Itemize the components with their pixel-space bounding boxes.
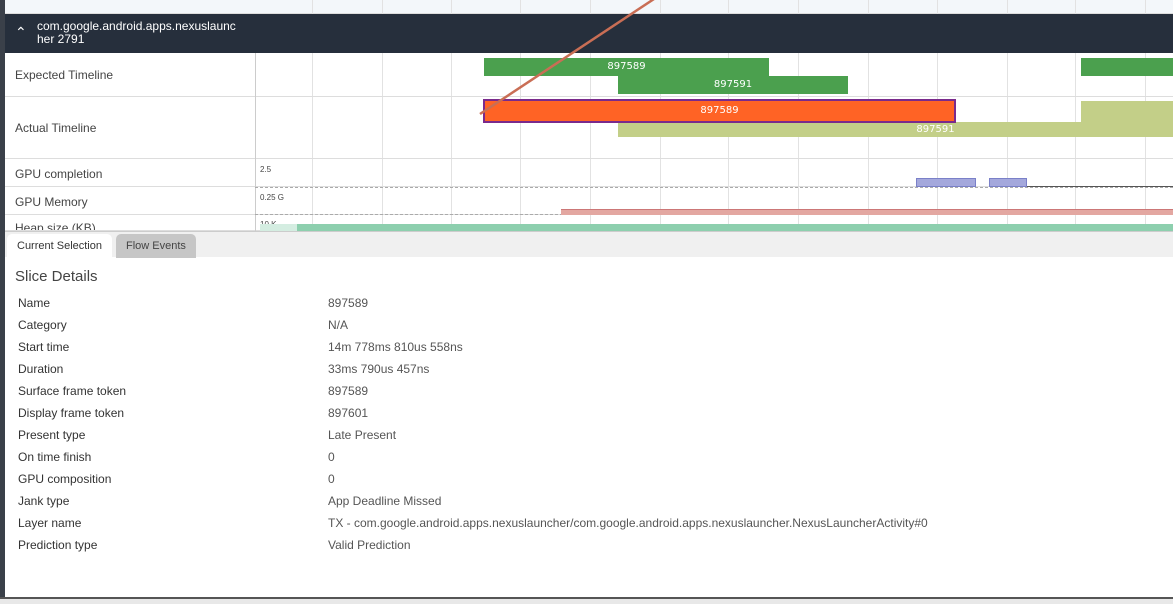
gpu-completion-counter[interactable] xyxy=(989,178,1027,187)
detail-value: 0 xyxy=(328,450,335,464)
detail-value: Valid Prediction xyxy=(328,538,411,552)
label-divider xyxy=(255,53,256,231)
detail-key: GPU composition xyxy=(18,472,112,486)
track-label: Actual Timeline xyxy=(15,121,97,135)
track-label: Heap size (KB) xyxy=(15,221,96,231)
detail-key: Present type xyxy=(18,428,86,442)
status-bar xyxy=(0,597,1173,604)
actual-slice[interactable] xyxy=(1081,101,1173,122)
tab-flow-events[interactable]: Flow Events xyxy=(116,234,196,258)
detail-key: Start time xyxy=(18,340,70,354)
baseline xyxy=(255,187,1173,188)
grid-line xyxy=(451,0,452,231)
grid-line xyxy=(1075,0,1076,231)
detail-key: Duration xyxy=(18,362,64,376)
detail-value: 897589 xyxy=(328,296,369,310)
detail-key: Prediction type xyxy=(18,538,98,552)
track-actual-timeline[interactable]: Actual Timeline xyxy=(5,97,1173,159)
process-title: com.google.android.apps.nexuslauncher 27… xyxy=(37,19,236,46)
grid-line xyxy=(312,0,313,231)
detail-key: Name xyxy=(18,296,51,310)
detail-key: On time finish xyxy=(18,450,92,464)
chevron-up-icon[interactable]: ⌃ xyxy=(15,24,27,40)
process-track-header[interactable]: ⌃ com.google.android.apps.nexuslauncher … xyxy=(5,14,1173,53)
details-panel: Current Selection Flow Events Slice Deta… xyxy=(5,231,1173,597)
track-expected-timeline[interactable]: Expected Timeline xyxy=(5,53,1173,97)
gpu-completion-scale: 2.5 xyxy=(260,165,272,174)
detail-key: Jank type xyxy=(18,494,70,508)
track-label: GPU completion xyxy=(15,167,103,181)
detail-value: 14m 778ms 810us 558ns xyxy=(328,340,463,354)
detail-value: 897589 xyxy=(328,384,369,398)
detail-key: Display frame token xyxy=(18,406,125,420)
expected-slice[interactable]: 897591 xyxy=(618,76,848,94)
track-label: GPU Memory xyxy=(15,195,88,209)
expected-slice[interactable]: 897589 xyxy=(484,58,769,76)
expected-slice[interactable] xyxy=(1081,58,1173,76)
track-label: Expected Timeline xyxy=(15,68,114,82)
details-tabs: Current Selection Flow Events xyxy=(5,231,1173,258)
detail-key: Layer name xyxy=(18,516,82,530)
detail-value: 0 xyxy=(328,472,335,486)
heap-counter-light xyxy=(260,224,297,231)
grid-line xyxy=(382,0,383,231)
previous-track-row xyxy=(5,0,1173,14)
detail-key: Surface frame token xyxy=(18,384,127,398)
flow-arrow-line xyxy=(479,0,655,116)
selected-actual-slice[interactable]: 897589 xyxy=(483,99,956,123)
detail-value: 33ms 790us 457ns xyxy=(328,362,430,376)
sidebar-edge xyxy=(0,0,5,597)
gpu-memory-scale: 0.25 G xyxy=(260,193,285,202)
gpu-completion-counter[interactable] xyxy=(916,178,976,187)
gpu-completion-line xyxy=(1027,186,1173,187)
grid-line xyxy=(1007,0,1008,231)
section-title: Slice Details xyxy=(15,268,98,285)
detail-value: App Deadline Missed xyxy=(328,494,442,508)
heap-size-counter[interactable] xyxy=(297,224,1173,231)
detail-value: Late Present xyxy=(328,428,397,442)
detail-value: N/A xyxy=(328,318,349,332)
gpu-memory-counter[interactable] xyxy=(561,209,1173,215)
tab-current-selection[interactable]: Current Selection xyxy=(7,234,112,258)
track-gpu-completion[interactable]: GPU completion xyxy=(5,159,1173,187)
flow-arrow xyxy=(479,0,655,116)
detail-value: TX - com.google.android.apps.nexuslaunch… xyxy=(328,516,928,530)
actual-slice[interactable]: 897591 xyxy=(618,122,1173,137)
detail-value: 897601 xyxy=(328,406,369,420)
detail-key: Category xyxy=(18,318,67,332)
